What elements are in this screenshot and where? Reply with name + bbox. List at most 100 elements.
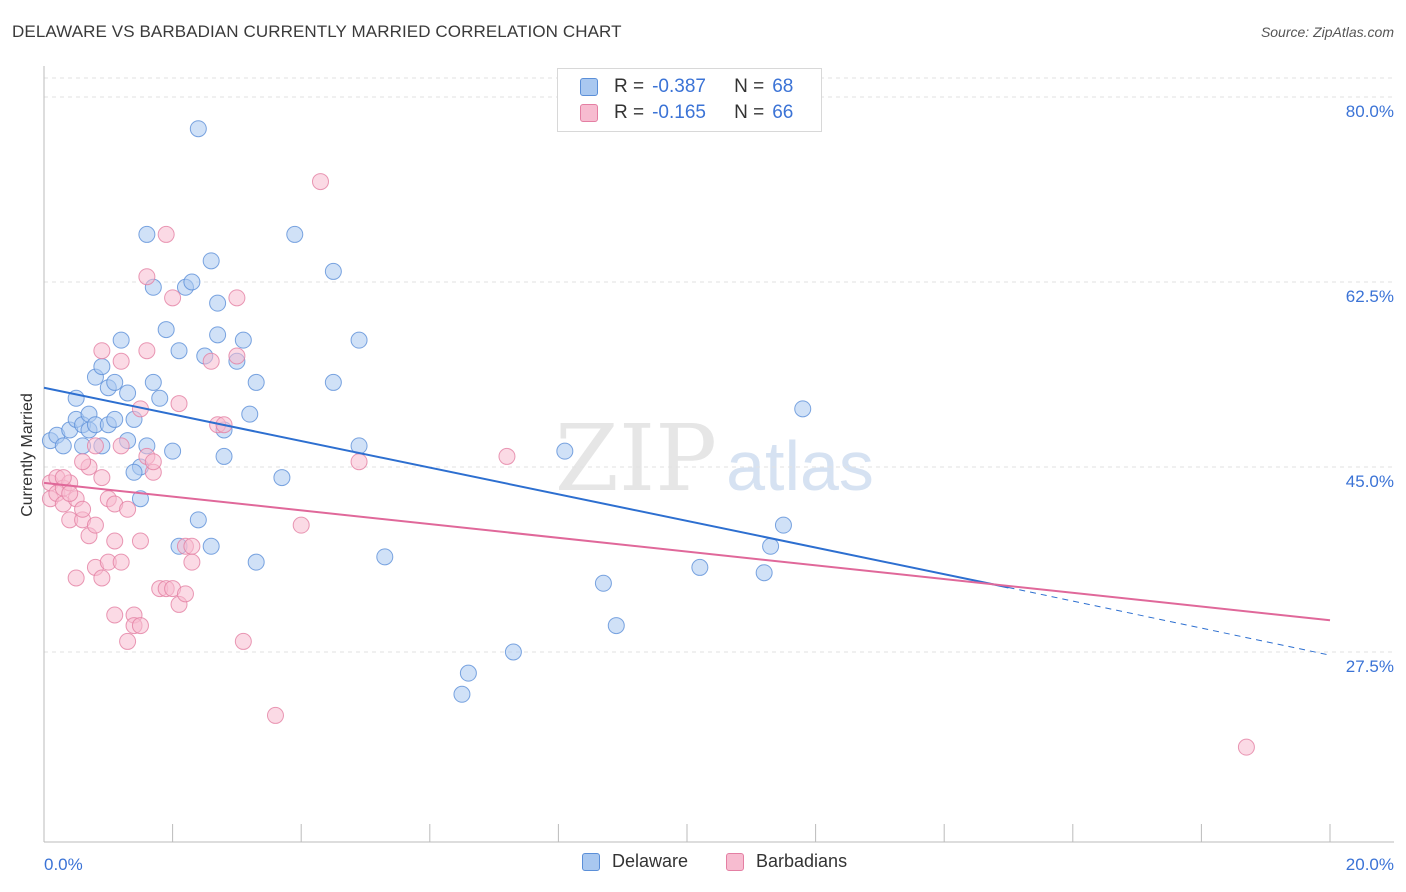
barbadian-point	[170, 395, 188, 413]
delaware-point	[164, 442, 182, 460]
delaware-point	[556, 442, 574, 460]
barbadian-point	[183, 553, 201, 571]
barbadian-legend-swatch	[726, 852, 744, 871]
barbadian-point	[138, 342, 156, 360]
delaware-point	[170, 342, 188, 360]
r-value: -0.165	[652, 102, 706, 123]
watermark-zip: ZIP	[555, 405, 717, 512]
delaware-point	[273, 469, 291, 487]
delaware-point	[183, 273, 201, 291]
legend-item-delaware[interactable]: Delaware	[582, 851, 688, 872]
legend-label-barbadians: Barbadians	[756, 851, 848, 871]
delaware-point	[794, 400, 812, 418]
delaware-point	[774, 516, 792, 534]
barbadian-point	[131, 532, 149, 550]
y-tick-label: 80.0%	[1346, 102, 1394, 121]
delaware-point	[324, 373, 342, 391]
r-label: R =	[614, 102, 645, 123]
n-value: 68	[772, 76, 794, 97]
x-tick-label: 0.0%	[44, 855, 83, 874]
y-tick-label: 45.0%	[1346, 472, 1394, 491]
y-axis-label: Currently Married	[19, 393, 36, 517]
barbadian-point	[176, 585, 194, 603]
barbadian-point	[350, 453, 368, 471]
x-tick-label: 20.0%	[1346, 855, 1394, 874]
delaware-point	[755, 564, 773, 582]
barbadian-point	[119, 632, 137, 650]
barbadian-point	[112, 437, 130, 455]
barbadian-point	[311, 173, 329, 191]
barbadian-point	[266, 706, 284, 724]
barbadian-point	[228, 347, 246, 365]
series-legend: Delaware Barbadians	[0, 851, 1406, 877]
barbadian-point	[498, 447, 516, 465]
barbadian-point	[61, 484, 79, 502]
delaware-point	[189, 120, 207, 138]
legend-label-delaware: Delaware	[612, 851, 689, 871]
stats-legend: R = -0.387 N = 68 R = -0.165 N = 66	[557, 68, 822, 132]
delaware-legend-swatch	[582, 852, 600, 871]
delaware-point	[125, 463, 143, 481]
barbadian-point	[157, 225, 175, 243]
barbadian-point	[106, 606, 124, 624]
delaware-point	[350, 331, 368, 349]
n-value: 66	[772, 102, 794, 123]
n-label: N =	[734, 76, 765, 97]
delaware-point	[286, 225, 304, 243]
stats-legend-row-barbadians: R = -0.165 N = 66	[580, 101, 793, 125]
delaware-point	[119, 384, 137, 402]
y-tick-label: 27.5%	[1346, 657, 1394, 676]
barbadian-point	[131, 617, 149, 635]
legend-item-barbadians[interactable]: Barbadians	[726, 851, 847, 872]
barbadian-point	[164, 289, 182, 307]
barbadian-point	[86, 516, 104, 534]
delaware-point	[112, 331, 130, 349]
delaware-point	[215, 447, 233, 465]
barbadian-point	[144, 453, 162, 471]
y-tick-label: 62.5%	[1346, 287, 1394, 306]
barbadian-trend-line	[43, 481, 1331, 622]
delaware-point	[234, 331, 252, 349]
delaware-point	[324, 262, 342, 280]
barbadian-point	[93, 342, 111, 360]
barbadian-point	[67, 569, 85, 587]
barbadian-point	[93, 469, 111, 487]
r-value: -0.387	[652, 76, 706, 97]
barbadian-point	[292, 516, 310, 534]
barbadian-point	[74, 500, 92, 518]
delaware-point	[247, 373, 265, 391]
delaware-point	[106, 373, 124, 391]
n-label: N =	[734, 102, 765, 123]
barbadian-point	[119, 500, 137, 518]
watermark-atlas: atlas	[726, 427, 874, 505]
barbadian-point	[112, 553, 130, 571]
barbadian-point	[138, 268, 156, 286]
delaware-point	[151, 389, 169, 407]
barbadian-point	[234, 632, 252, 650]
delaware-point	[691, 558, 709, 576]
delaware-point	[453, 685, 471, 703]
barbadian-point	[183, 537, 201, 555]
delaware-point	[241, 405, 259, 423]
delaware-point	[138, 225, 156, 243]
delaware-point	[376, 548, 394, 566]
delaware-swatch	[580, 78, 598, 96]
delaware-point	[209, 294, 227, 312]
delaware-point	[762, 537, 780, 555]
delaware-trend-extension	[1008, 587, 1331, 656]
delaware-point	[607, 617, 625, 635]
barbadian-point	[54, 469, 72, 487]
barbadian-point	[86, 437, 104, 455]
barbadian-point	[1237, 738, 1255, 756]
stats-legend-row-delaware: R = -0.387 N = 68	[580, 75, 793, 99]
delaware-point	[594, 574, 612, 592]
delaware-point	[144, 373, 162, 391]
delaware-point	[202, 537, 220, 555]
delaware-point	[157, 321, 175, 339]
delaware-point	[247, 553, 265, 571]
delaware-point	[504, 643, 522, 661]
delaware-point	[209, 326, 227, 344]
barbadian-swatch	[580, 104, 598, 122]
chart-source: Source: ZipAtlas.com	[1260, 24, 1394, 40]
